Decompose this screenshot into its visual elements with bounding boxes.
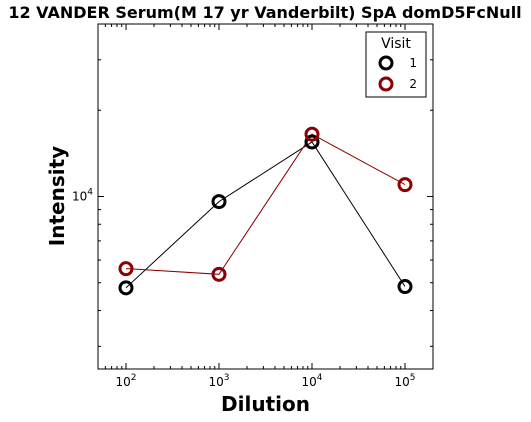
series-2-point: [304, 126, 320, 142]
series-1-point: [118, 280, 134, 296]
legend-label: 1: [409, 56, 417, 70]
axis-ticks: 102 103 104 105 104: [72, 23, 434, 389]
legend-marker: [378, 55, 394, 71]
x-axis-label: Dilution: [221, 392, 310, 416]
y-tick-label: 104: [72, 188, 93, 204]
legend-title: Visit: [381, 36, 411, 52]
series-2-point: [211, 266, 227, 282]
x-tick-label: 105: [394, 373, 415, 389]
series-1-line: [125, 141, 406, 289]
y-axis-label: Intensity: [45, 146, 69, 246]
legend: Visit 1 2: [365, 31, 427, 98]
series-1-point: [304, 134, 320, 150]
x-tick-label: 102: [115, 373, 136, 389]
series-2-point: [118, 261, 134, 277]
x-tick-label: 103: [208, 373, 229, 389]
legend-marker: [378, 76, 394, 92]
series-1-point: [211, 194, 227, 210]
legend-label: 2: [409, 77, 417, 91]
series-2-line: [125, 133, 406, 275]
chart-title: 12 VANDER Serum(M 17 yr Vanderbilt) SpA …: [8, 3, 521, 22]
legend-box: [365, 31, 427, 98]
series-1-point: [397, 279, 413, 295]
series-2-point: [397, 177, 413, 193]
series-layer: [118, 126, 413, 296]
x-tick-label: 104: [301, 373, 322, 389]
